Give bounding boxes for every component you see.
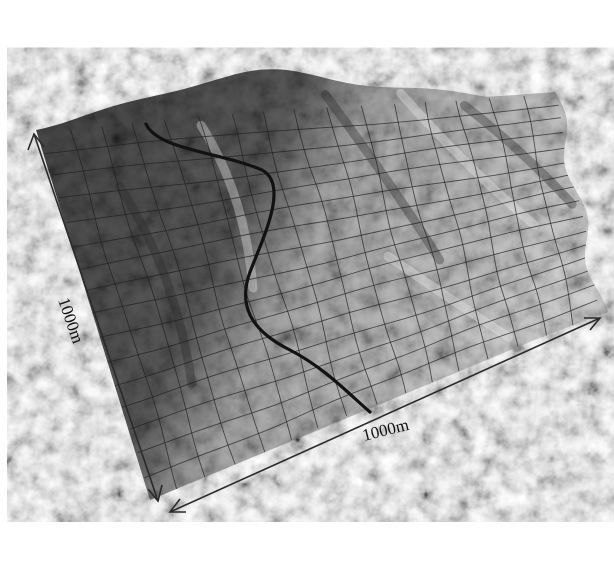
grid-line-horizontal [144,299,598,479]
grid-line-horizontal [84,186,576,292]
grid-line-horizontal [130,268,594,430]
grid-line-horizontal [91,200,580,314]
grid-line-horizontal [98,216,583,339]
grid-line-horizontal [122,255,592,408]
grid-line-horizontal [51,117,561,176]
bottom-dimension-arrow [168,317,602,513]
terrain-ridge [383,251,514,342]
road-line [144,122,372,414]
grid-line-horizontal [78,174,572,271]
terrain-ridge [396,88,540,230]
grid-line-horizontal [114,243,590,387]
grid-line-horizontal [44,104,559,155]
terrain-ridge [196,120,258,293]
grid-line-horizontal [59,132,563,199]
grid-line-horizontal [72,161,568,248]
terrain-ridge [114,181,197,389]
grid-line-horizontal [65,147,566,224]
grid-line-horizontal [137,284,596,454]
left-dimension-label: 1000m [54,295,87,346]
terrain-surface [36,69,608,500]
grid-line-horizontal [105,230,587,364]
bottom-dimension-label: 1000m [360,415,410,445]
left-dimension-arrow [27,132,163,503]
terrain-grid [44,95,598,490]
